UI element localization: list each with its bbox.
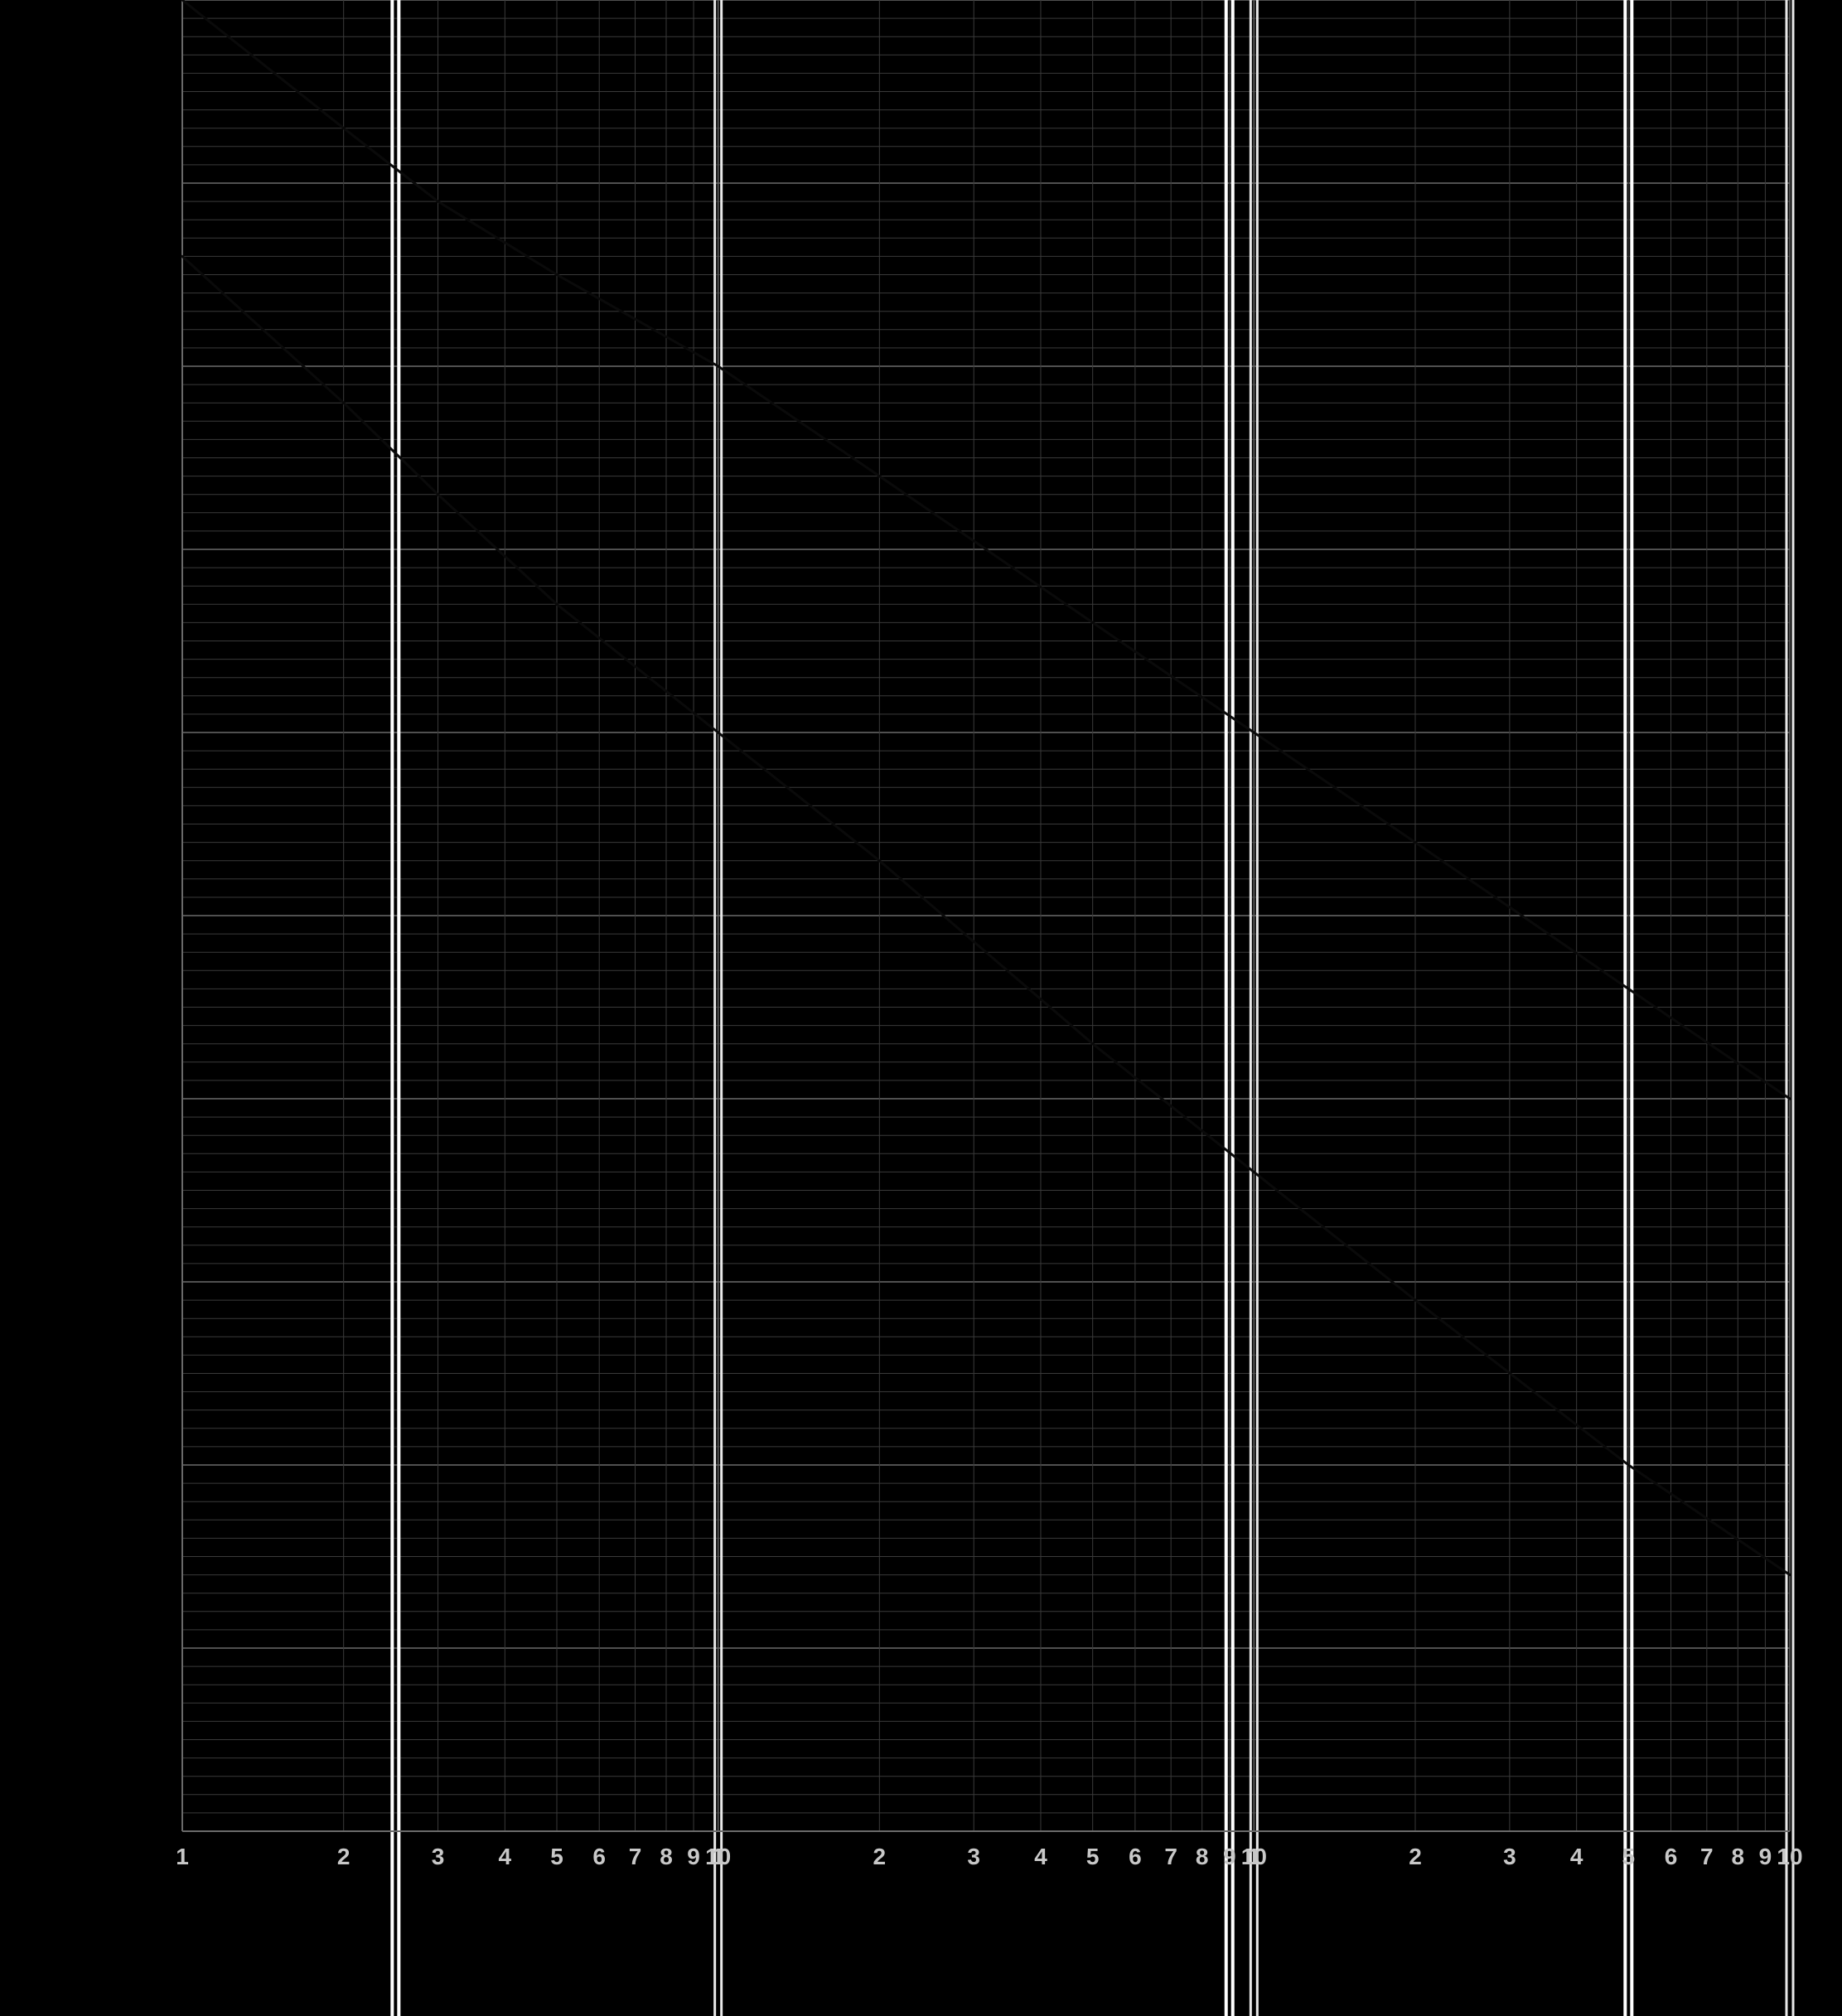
x-tick-label: 9 xyxy=(1759,1844,1772,1869)
x-tick-label: 1 xyxy=(712,1844,725,1869)
chart-svg: 123456789101234567891012345678910 xyxy=(0,0,1842,2016)
x-tick-label: 4 xyxy=(1570,1844,1583,1869)
x-tick-label: 1 xyxy=(176,1844,189,1869)
x-tick-label: 3 xyxy=(432,1844,445,1869)
x-tick-label: 7 xyxy=(1164,1844,1177,1869)
x-tick-label: 4 xyxy=(1034,1844,1047,1869)
x-tick-label: 2 xyxy=(337,1844,351,1869)
x-tick-label: 7 xyxy=(629,1844,642,1869)
x-tick-label: 8 xyxy=(1732,1844,1745,1869)
x-tick-label: 9 xyxy=(687,1844,700,1869)
x-tick-label: 5 xyxy=(1622,1844,1636,1869)
x-tick-label: 4 xyxy=(499,1844,512,1869)
x-tick-label: 1 xyxy=(1248,1844,1261,1869)
x-tick-label: 8 xyxy=(660,1844,673,1869)
x-tick-label: 6 xyxy=(1129,1844,1142,1869)
x-tick-label: 3 xyxy=(967,1844,980,1869)
x-tick-label: 8 xyxy=(1196,1844,1209,1869)
x-tick-label: 6 xyxy=(1665,1844,1678,1869)
x-tick-label: 2 xyxy=(1409,1844,1422,1869)
x-tick-label: 10 xyxy=(1777,1844,1802,1869)
x-tick-label: 3 xyxy=(1503,1844,1516,1869)
x-tick-label: 2 xyxy=(873,1844,887,1869)
x-tick-label: 9 xyxy=(1223,1844,1236,1869)
log-linear-chart: 123456789101234567891012345678910 xyxy=(0,0,1842,2016)
x-tick-label: 5 xyxy=(1086,1844,1100,1869)
x-tick-label: 7 xyxy=(1700,1844,1714,1869)
x-tick-label: 5 xyxy=(550,1844,563,1869)
x-tick-label: 6 xyxy=(592,1844,606,1869)
